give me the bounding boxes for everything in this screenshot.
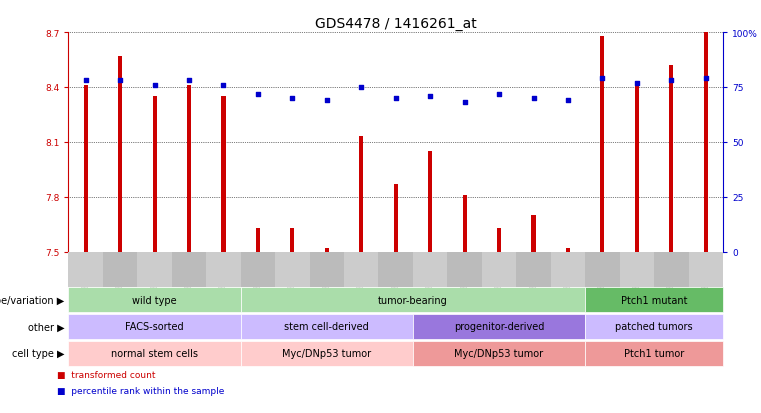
- Bar: [531, 216, 536, 252]
- Point: [390, 95, 402, 102]
- Text: patched tumors: patched tumors: [615, 322, 693, 332]
- Point: [80, 78, 92, 85]
- Text: normal stem cells: normal stem cells: [111, 349, 198, 358]
- Bar: [669, 66, 673, 252]
- Bar: [221, 97, 225, 252]
- Bar: [152, 97, 157, 252]
- Bar: [428, 152, 432, 252]
- Text: cell type ▶: cell type ▶: [12, 349, 65, 358]
- Bar: [463, 195, 466, 252]
- Bar: [635, 86, 639, 252]
- Text: Ptch1 tumor: Ptch1 tumor: [624, 349, 684, 358]
- Text: Ptch1 mutant: Ptch1 mutant: [621, 295, 687, 305]
- Text: Myc/DNp53 tumor: Myc/DNp53 tumor: [282, 349, 371, 358]
- Point: [493, 91, 505, 97]
- Bar: [187, 86, 191, 252]
- Text: ■  transformed count: ■ transformed count: [57, 370, 155, 380]
- Point: [320, 97, 333, 104]
- Point: [424, 93, 436, 100]
- Point: [183, 78, 195, 85]
- Point: [597, 76, 609, 82]
- Text: wild type: wild type: [132, 295, 177, 305]
- Text: genotype/variation ▶: genotype/variation ▶: [0, 295, 65, 305]
- Bar: [256, 228, 260, 252]
- Bar: [497, 228, 501, 252]
- Point: [114, 78, 126, 85]
- Bar: [325, 248, 329, 252]
- Point: [562, 97, 574, 104]
- Bar: [704, 33, 708, 252]
- Bar: [290, 228, 295, 252]
- Bar: [118, 57, 123, 252]
- Point: [286, 95, 298, 102]
- Text: Myc/DNp53 tumor: Myc/DNp53 tumor: [454, 349, 543, 358]
- Text: FACS-sorted: FACS-sorted: [126, 322, 184, 332]
- Bar: [393, 185, 398, 252]
- Text: other ▶: other ▶: [28, 322, 65, 332]
- Text: ■  percentile rank within the sample: ■ percentile rank within the sample: [57, 386, 224, 395]
- Text: progenitor-derived: progenitor-derived: [454, 322, 544, 332]
- Text: tumor-bearing: tumor-bearing: [378, 295, 447, 305]
- Point: [252, 91, 264, 97]
- Point: [699, 76, 712, 82]
- Bar: [359, 137, 363, 252]
- Point: [218, 82, 230, 89]
- Point: [459, 100, 471, 107]
- Text: stem cell-derived: stem cell-derived: [285, 322, 369, 332]
- Point: [527, 95, 540, 102]
- Bar: [600, 37, 604, 252]
- Bar: [566, 248, 570, 252]
- Point: [665, 78, 677, 85]
- Title: GDS4478 / 1416261_at: GDS4478 / 1416261_at: [315, 17, 476, 31]
- Bar: [84, 86, 88, 252]
- Point: [355, 84, 368, 91]
- Point: [148, 82, 161, 89]
- Point: [631, 80, 643, 87]
